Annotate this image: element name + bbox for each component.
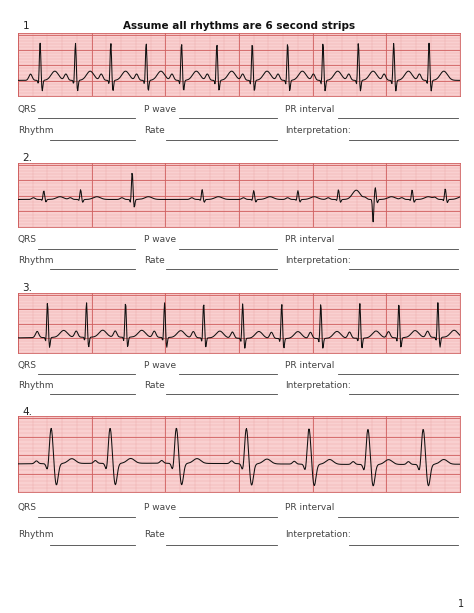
Text: Rate: Rate bbox=[144, 530, 165, 539]
Text: Rhythm: Rhythm bbox=[18, 126, 54, 135]
Text: 1: 1 bbox=[458, 599, 465, 609]
Text: QRS: QRS bbox=[18, 361, 37, 370]
Text: Interpretation:: Interpretation: bbox=[285, 381, 351, 390]
Text: 1: 1 bbox=[22, 21, 29, 31]
Text: Rhythm: Rhythm bbox=[18, 530, 54, 539]
Text: P wave: P wave bbox=[144, 361, 176, 370]
Text: QRS: QRS bbox=[18, 105, 37, 114]
Text: 4.: 4. bbox=[22, 407, 32, 417]
Text: Assume all rhythms are 6 second strips: Assume all rhythms are 6 second strips bbox=[123, 21, 355, 31]
Text: 2.: 2. bbox=[22, 153, 32, 164]
Text: P wave: P wave bbox=[144, 105, 176, 114]
Text: PR interval: PR interval bbox=[285, 105, 335, 114]
Text: Rate: Rate bbox=[144, 126, 165, 135]
Text: Interpretation:: Interpretation: bbox=[285, 530, 351, 539]
Text: PR interval: PR interval bbox=[285, 235, 335, 245]
Text: Rhythm: Rhythm bbox=[18, 381, 54, 390]
Text: P wave: P wave bbox=[144, 503, 176, 512]
Text: Interpretation:: Interpretation: bbox=[285, 126, 351, 135]
Text: QRS: QRS bbox=[18, 235, 37, 245]
Text: P wave: P wave bbox=[144, 235, 176, 245]
Text: PR interval: PR interval bbox=[285, 503, 335, 512]
Text: Rate: Rate bbox=[144, 256, 165, 265]
Text: QRS: QRS bbox=[18, 503, 37, 512]
Text: Rhythm: Rhythm bbox=[18, 256, 54, 265]
Text: Interpretation:: Interpretation: bbox=[285, 256, 351, 265]
Text: 3.: 3. bbox=[22, 283, 32, 294]
Text: PR interval: PR interval bbox=[285, 361, 335, 370]
Text: Rate: Rate bbox=[144, 381, 165, 390]
